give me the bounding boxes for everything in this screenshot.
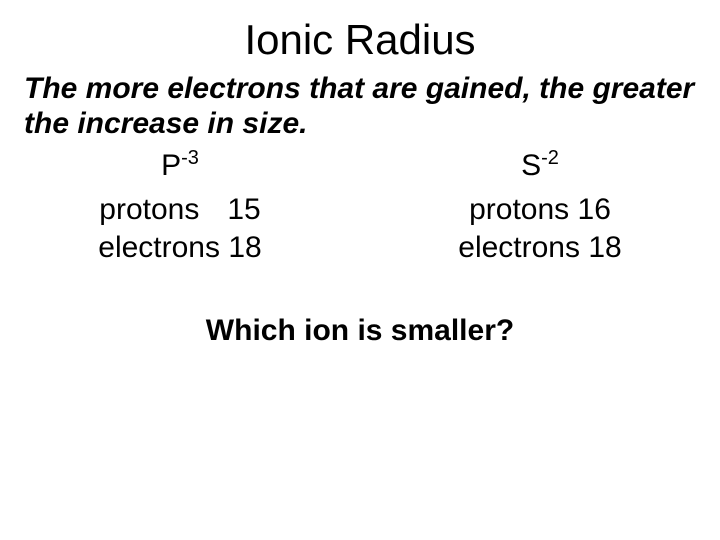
electrons-value-left: 18 [228, 231, 261, 264]
ion-formula-right: S-2 [360, 147, 720, 183]
ion-column-right: S-2 protons 16 electrons 18 [360, 147, 720, 266]
protons-label-right: protons [469, 193, 569, 226]
protons-row-right: protons 16 [360, 191, 720, 229]
electrons-label-right: electrons [458, 231, 580, 264]
electrons-value-right: 18 [588, 231, 621, 264]
question-text: Which ion is smaller? [0, 266, 720, 348]
electrons-label-left: electrons [98, 231, 220, 264]
protons-row-left: protons 15 [0, 191, 360, 229]
ion-charge-right: -2 [541, 147, 559, 169]
electrons-row-left: electrons 18 [0, 229, 360, 267]
protons-value-left: 15 [227, 193, 260, 226]
protons-label-left: protons [99, 193, 199, 226]
ion-charge-left: -3 [181, 147, 199, 169]
electrons-row-right: electrons 18 [360, 229, 720, 267]
statement-text: The more electrons that are gained, the … [0, 72, 720, 141]
ion-symbol-right: S [521, 149, 541, 182]
slide: Ionic Radius The more electrons that are… [0, 0, 720, 540]
protons-value-right: 16 [578, 193, 611, 226]
ion-symbol-left: P [161, 149, 181, 182]
slide-title: Ionic Radius [0, 0, 720, 72]
ion-formula-left: P-3 [0, 147, 360, 183]
ion-columns: P-3 protons 15 electrons 18 S-2 protons 1… [0, 141, 720, 266]
ion-column-left: P-3 protons 15 electrons 18 [0, 147, 360, 266]
